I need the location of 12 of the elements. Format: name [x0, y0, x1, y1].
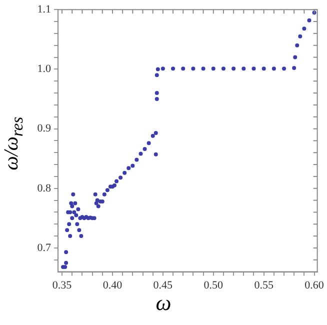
- y-tick-label: 1.0: [37, 63, 52, 76]
- y-tick-label: 0.9: [37, 122, 52, 135]
- x-tick-label: 0.45: [153, 279, 174, 292]
- x-tick-label: 0.55: [254, 279, 274, 292]
- x-tick-label: 0.60: [304, 279, 324, 292]
- x-tick-label: 0.40: [102, 279, 123, 292]
- y-tick-label: 1.1: [37, 3, 51, 16]
- y-tick-label: 0.7: [37, 242, 52, 254]
- y-tick-label: 0.8: [37, 182, 52, 194]
- x-tick-label: 0.35: [52, 279, 72, 292]
- x-axis-title: ω: [154, 290, 172, 316]
- x-tick-label: 0.50: [204, 279, 224, 292]
